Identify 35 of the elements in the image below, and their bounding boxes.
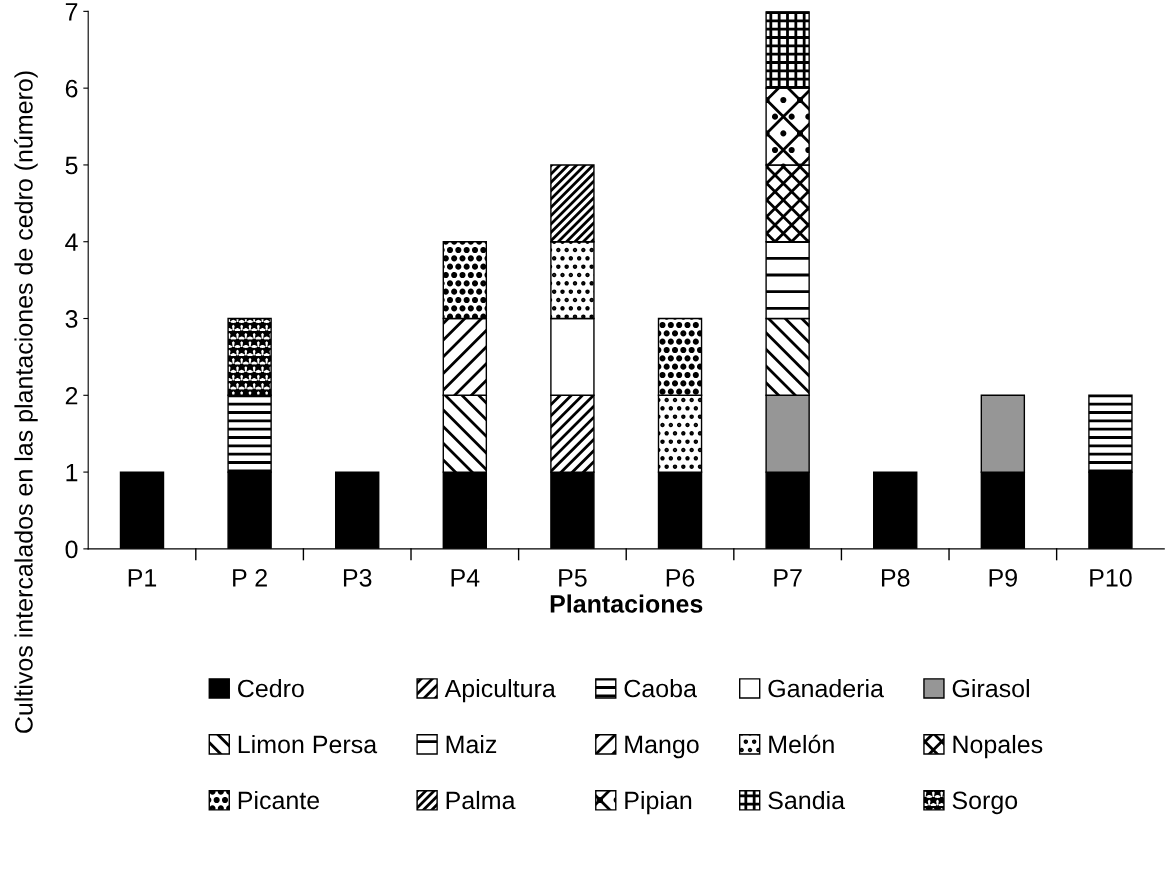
legend-label: Sorgo: [952, 791, 1018, 815]
legend-label: Picante: [238, 790, 320, 810]
legend-label: Sandia: [768, 790, 846, 810]
x-tick-label: P1: [128, 569, 157, 587]
legend-label: Cedro: [238, 679, 304, 698]
legend-label: Limon Persa: [238, 734, 378, 754]
y-tick-label: 4: [65, 233, 78, 251]
legend-label: Pipian: [625, 790, 692, 815]
legend-label: Ganaderia: [768, 679, 884, 698]
x-tick-label: P10: [1090, 568, 1132, 587]
x-tick-label: P3: [343, 568, 372, 587]
y-tick-label: 7: [65, 3, 78, 21]
y-tick-label: 2: [65, 386, 78, 405]
legend-label: Melón: [769, 734, 834, 754]
legend-label: Girasol: [952, 679, 1029, 698]
x-tick-label: P7: [774, 569, 802, 587]
x-tick-label: P5: [559, 569, 587, 587]
legend-label: Maiz: [446, 734, 497, 754]
legend-label: Caoba: [624, 679, 697, 698]
y-tick-label: 0: [65, 540, 78, 559]
legend-label: Mango: [625, 735, 699, 759]
y-tick-label: 3: [65, 310, 78, 328]
y-tick-label: 5: [65, 156, 78, 175]
y-tick-label: 6: [65, 79, 78, 98]
x-tick-label: P9: [989, 568, 1017, 587]
x-tick-label: P6: [666, 568, 695, 587]
legend-label: Palma: [446, 790, 516, 810]
legend-label: Apicultura: [444, 679, 556, 703]
x-tick-label: P4: [451, 569, 480, 587]
y-axis-title: Cultivos intercalados en las plantaciones de cedro (número): [14, 71, 38, 733]
legend-label: Nopales: [953, 734, 1043, 759]
x-tick-label: P8: [881, 568, 910, 587]
x-tick-label: P 2: [233, 568, 267, 587]
y-tick-label: 1: [66, 463, 78, 482]
x-axis-title: Plantaciones: [550, 594, 703, 613]
